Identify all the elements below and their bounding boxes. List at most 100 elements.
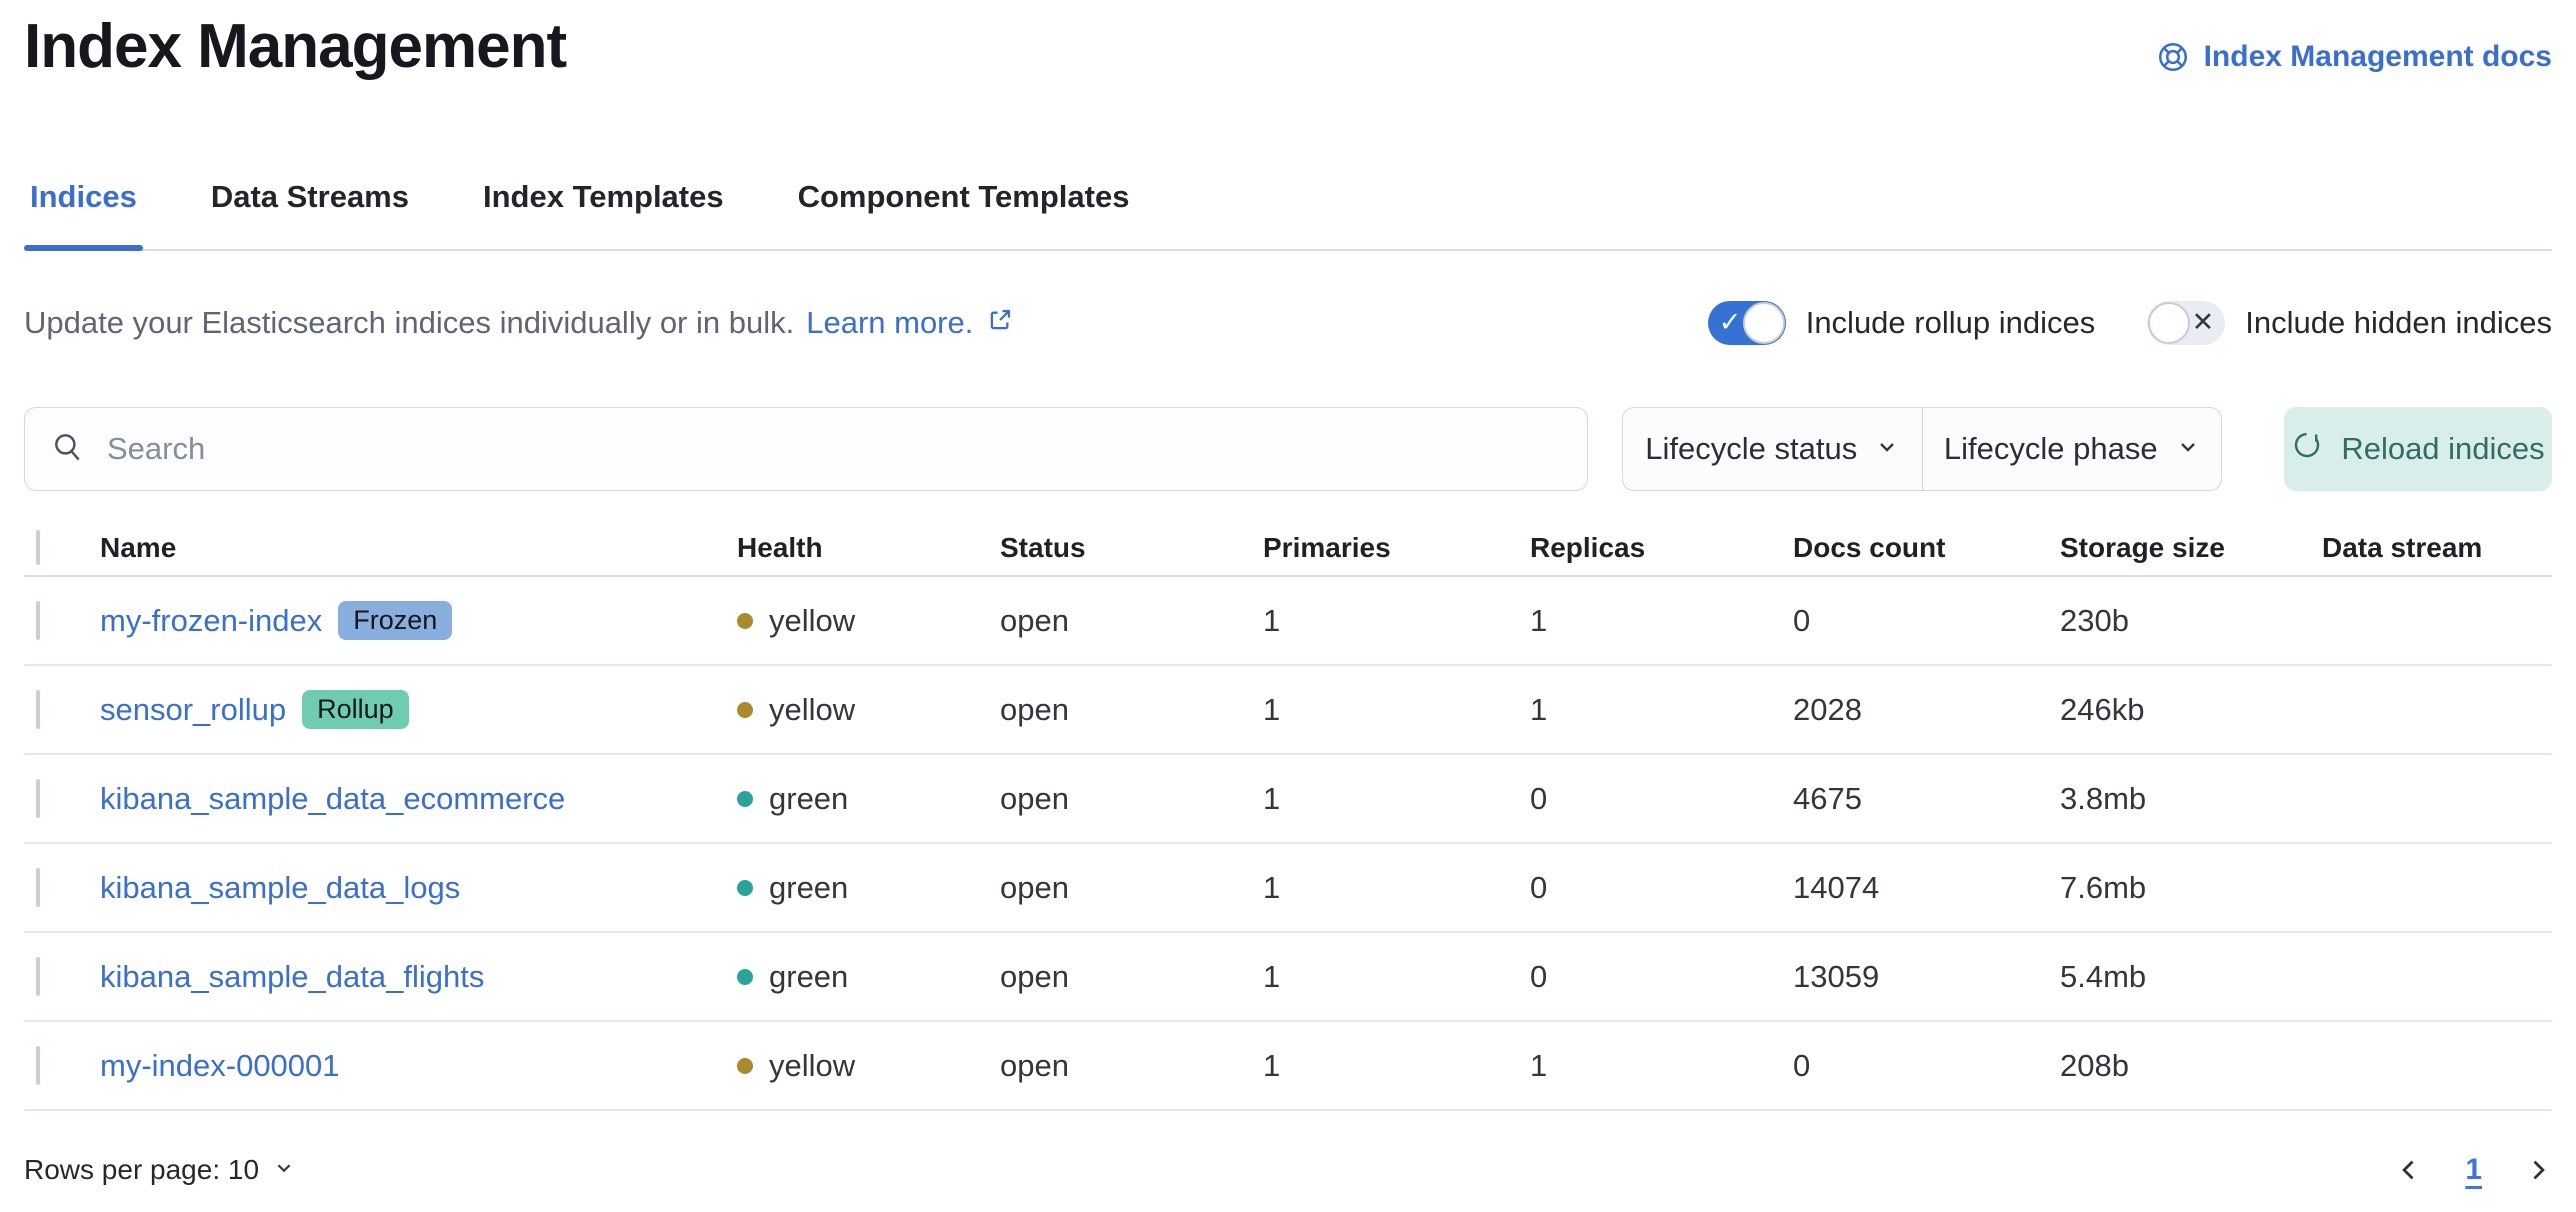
primaries-cell: 1 [1263, 780, 1281, 816]
table-footer: Rows per page: 10 1 [24, 1153, 2552, 1187]
table-row: sensor_rollup Rollup yellow open 1 1 202… [24, 666, 2552, 756]
tab-index-templates[interactable]: Index Templates [482, 179, 724, 215]
rollup-toggle-group: ✓ ✕ Include rollup indices [1707, 301, 2095, 346]
filter-group: Lifecycle status Lifecycle phase [1622, 407, 2222, 492]
column-header-docs-count: Docs count [1793, 532, 1946, 564]
table-row: my-index-000001 yellow open 1 1 0 208b [24, 1022, 2552, 1112]
include-rollup-toggle[interactable]: ✓ ✕ [1707, 301, 1786, 346]
health-cell: green [737, 781, 1000, 817]
x-icon: ✕ [2191, 307, 2215, 338]
health-label: yellow [769, 691, 856, 727]
index-badge: Frozen [338, 601, 453, 641]
health-cell: yellow [737, 1048, 1000, 1084]
status-cell: open [1000, 691, 1069, 727]
column-header-name: Name [100, 532, 177, 564]
lifecycle-phase-filter[interactable]: Lifecycle phase [1921, 408, 2222, 491]
storage-size-cell: 230b [2060, 602, 2129, 638]
previous-page-button[interactable] [2395, 1156, 2423, 1184]
toolbar: Lifecycle status Lifecycle phase Reload … [24, 407, 2552, 492]
external-link-icon [987, 305, 1013, 341]
name-cell: my-index-000001 [100, 1048, 737, 1084]
row-checkbox[interactable] [36, 956, 40, 996]
column-header-storage-size: Storage size [2060, 532, 2225, 564]
status-cell: open [1000, 780, 1069, 816]
row-checkbox[interactable] [36, 867, 40, 907]
row-checkbox[interactable] [36, 600, 40, 640]
toggle-controls: ✓ ✕ Include rollup indices ✓ ✕ Include h… [1707, 301, 2552, 346]
name-cell: kibana_sample_data_ecommerce [100, 781, 737, 817]
health-cell: green [737, 959, 1000, 995]
search-box [24, 407, 1588, 492]
health-dot-icon [737, 701, 753, 718]
index-name-link[interactable]: kibana_sample_data_ecommerce [100, 780, 566, 816]
tab-indices[interactable]: Indices [24, 179, 143, 252]
docs-link-label: Index Management docs [2203, 40, 2552, 73]
docs-link[interactable]: Index Management docs [2156, 40, 2552, 74]
column-header-status: Status [1000, 532, 1086, 564]
replicas-cell: 0 [1530, 869, 1548, 905]
rows-per-page-selector[interactable]: Rows per page: 10 [24, 1154, 295, 1186]
health-label: green [769, 780, 849, 816]
tab-bar: Indices Data Streams Index Templates Com… [24, 179, 2552, 252]
column-header-data-stream: Data stream [2322, 532, 2483, 564]
name-cell: kibana_sample_data_flights [100, 959, 737, 995]
health-dot-icon [737, 968, 753, 985]
chevron-down-icon [1875, 431, 1899, 467]
table-row: kibana_sample_data_flights green open 1 … [24, 933, 2552, 1023]
refresh-icon [2291, 429, 2323, 469]
column-header-replicas: Replicas [1530, 532, 1646, 564]
rows-per-page-label: Rows per page: 10 [24, 1154, 260, 1186]
name-cell: my-frozen-index Frozen [100, 601, 737, 641]
table-row: my-frozen-index Frozen yellow open 1 1 0… [24, 577, 2552, 667]
primaries-cell: 1 [1263, 602, 1281, 638]
tab-component-templates[interactable]: Component Templates [797, 179, 1130, 215]
index-name-link[interactable]: my-frozen-index [100, 602, 323, 638]
tab-data-streams[interactable]: Data Streams [210, 179, 409, 215]
status-cell: open [1000, 602, 1069, 638]
reload-indices-label: Reload indices [2341, 431, 2545, 467]
docs-count-cell: 2028 [1793, 691, 1862, 727]
index-management-page: Index Management Index Management docs I… [24, 0, 2552, 1187]
primaries-cell: 1 [1263, 691, 1281, 727]
select-all-checkbox[interactable] [36, 530, 40, 566]
health-cell: yellow [737, 603, 1000, 639]
help-lifebuoy-icon [2156, 40, 2190, 74]
row-checkbox[interactable] [36, 1045, 40, 1085]
health-cell: yellow [737, 692, 1000, 728]
index-name-link[interactable]: sensor_rollup [100, 691, 287, 727]
chevron-down-icon [273, 1154, 295, 1186]
index-badge: Rollup [302, 690, 409, 730]
replicas-cell: 0 [1530, 958, 1548, 994]
health-label: yellow [769, 602, 856, 638]
health-label: yellow [769, 1047, 856, 1083]
table-row: kibana_sample_data_ecommerce green open … [24, 755, 2552, 845]
status-cell: open [1000, 1047, 1069, 1083]
toggle-knob [1742, 302, 1785, 345]
next-page-button[interactable] [2524, 1156, 2552, 1184]
search-icon [51, 430, 85, 469]
table-body: my-frozen-index Frozen yellow open 1 1 0… [24, 577, 2552, 1112]
column-header-primaries: Primaries [1263, 532, 1391, 564]
health-dot-icon [737, 790, 753, 807]
health-dot-icon [737, 879, 753, 896]
page-number-1[interactable]: 1 [2465, 1153, 2482, 1187]
include-hidden-toggle[interactable]: ✓ ✕ [2147, 301, 2226, 346]
index-name-link[interactable]: kibana_sample_data_flights [100, 958, 485, 994]
name-cell: kibana_sample_data_logs [100, 870, 737, 906]
replicas-cell: 0 [1530, 780, 1548, 816]
page-header: Index Management Index Management docs [24, 0, 2552, 79]
row-checkbox[interactable] [36, 689, 40, 729]
docs-count-cell: 4675 [1793, 780, 1862, 816]
row-checkbox[interactable] [36, 778, 40, 818]
replicas-cell: 1 [1530, 1047, 1548, 1083]
docs-count-cell: 14074 [1793, 869, 1880, 905]
lifecycle-status-filter[interactable]: Lifecycle status [1623, 408, 1922, 490]
replicas-cell: 1 [1530, 691, 1548, 727]
reload-indices-button[interactable]: Reload indices [2284, 407, 2552, 492]
storage-size-cell: 5.4mb [2060, 958, 2147, 994]
search-input[interactable] [105, 430, 1561, 469]
hidden-toggle-group: ✓ ✕ Include hidden indices [2147, 301, 2552, 346]
index-name-link[interactable]: my-index-000001 [100, 1047, 340, 1083]
index-name-link[interactable]: kibana_sample_data_logs [100, 869, 461, 905]
learn-more-link[interactable]: Learn more. [806, 305, 974, 341]
